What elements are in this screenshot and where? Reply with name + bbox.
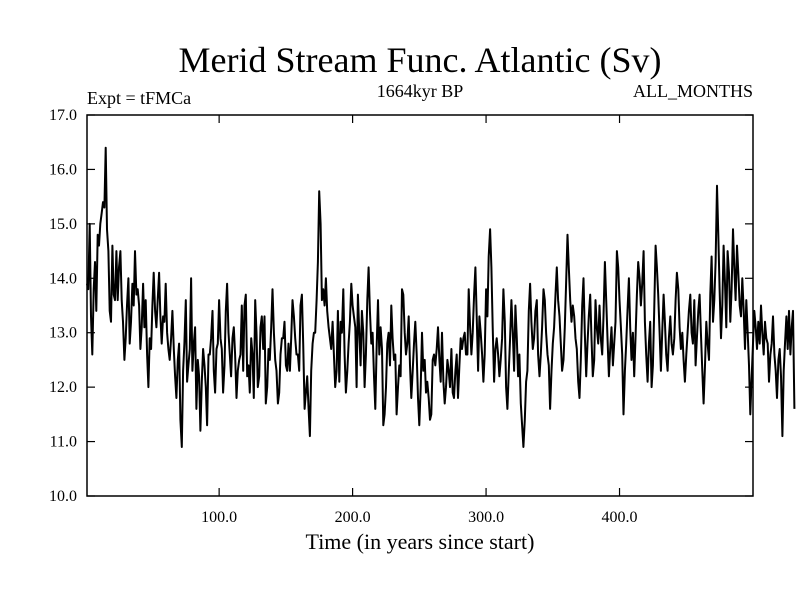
period-label: 1664kyr BP — [377, 81, 464, 101]
x-tick-label: 400.0 — [602, 509, 638, 526]
plot-frame — [86, 114, 754, 497]
y-tick-label: 15.0 — [49, 216, 77, 233]
x-tick-label: 300.0 — [468, 509, 504, 526]
x-tick-label: 100.0 — [201, 509, 237, 526]
experiment-label: Expt = tFMCa — [87, 88, 191, 108]
series-line — [86, 146, 796, 448]
y-tick-label: 13.0 — [49, 325, 77, 342]
y-tick-label: 10.0 — [49, 488, 77, 505]
x-axis: 100.0 200.0 300.0 400.0 — [201, 115, 638, 526]
y-tick-label: 12.0 — [49, 379, 77, 396]
y-axis: 10.0 11.0 12.0 13.0 14.0 15.0 16.0 17.0 — [49, 107, 753, 505]
x-tick-label: 200.0 — [335, 509, 371, 526]
y-tick-label: 16.0 — [49, 161, 77, 178]
y-tick-label: 17.0 — [49, 107, 77, 124]
x-axis-label: Time (in years since start) — [306, 529, 535, 554]
y-tick-label: 14.0 — [49, 270, 77, 287]
months-label: ALL_MONTHS — [633, 81, 753, 101]
y-tick-label: 11.0 — [50, 434, 77, 451]
chart-title: Merid Stream Func. Atlantic (Sv) — [179, 40, 662, 80]
